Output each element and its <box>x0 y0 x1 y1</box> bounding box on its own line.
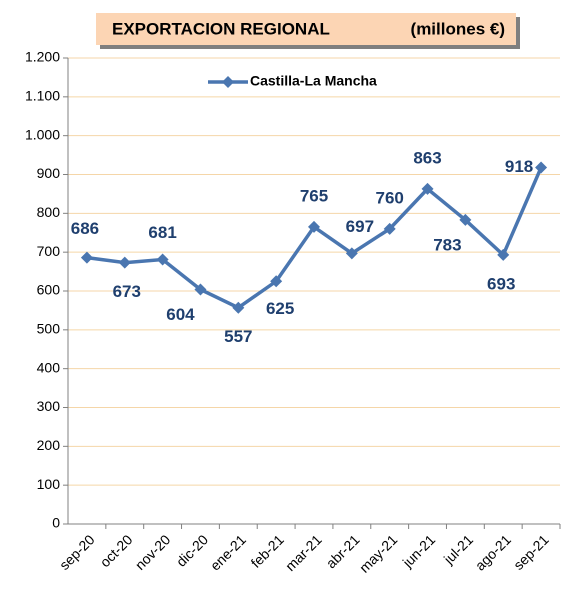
point <box>194 283 207 296</box>
y-tick-label: 500 <box>37 321 61 337</box>
data-label: 918 <box>505 157 533 176</box>
data-label: 625 <box>266 299 294 318</box>
point <box>383 222 396 235</box>
x-tick-label: mar-21 <box>282 531 325 574</box>
legend-label: Castilla-La Mancha <box>250 73 377 89</box>
point <box>345 247 358 260</box>
data-label: 693 <box>487 274 515 293</box>
y-tick-label: 0 <box>52 515 60 531</box>
x-tick-label: oct-20 <box>97 531 136 570</box>
data-label: 697 <box>346 217 374 236</box>
y-tick-label: 900 <box>37 165 61 181</box>
y-tick-label: 300 <box>37 398 61 414</box>
point <box>156 253 169 266</box>
y-tick-label: 400 <box>37 359 61 375</box>
point <box>421 182 434 195</box>
y-tick-label: 800 <box>37 204 61 220</box>
y-tick-label: 100 <box>37 476 61 492</box>
x-tick-label: may-21 <box>356 531 400 575</box>
x-tick-label: dic-20 <box>173 531 211 569</box>
data-label: 783 <box>433 235 461 254</box>
x-tick-label: jun-21 <box>399 531 439 571</box>
data-label: 604 <box>166 305 195 324</box>
data-label: 557 <box>224 327 252 346</box>
x-tick-label: ago-21 <box>472 531 514 573</box>
data-label: 681 <box>148 223 176 242</box>
data-label: 760 <box>376 188 404 207</box>
point <box>80 251 93 264</box>
data-label: 686 <box>71 219 99 238</box>
chart-title: EXPORTACION REGIONAL <box>112 19 330 38</box>
point <box>118 256 131 269</box>
x-tick-label: sep-21 <box>510 531 552 573</box>
title-box <box>96 13 516 45</box>
point <box>270 275 283 288</box>
data-label: 765 <box>300 186 328 205</box>
point <box>497 248 510 261</box>
x-tick-label: sep-20 <box>56 531 98 573</box>
point <box>308 220 320 233</box>
legend-marker <box>222 76 234 88</box>
point <box>459 213 472 226</box>
point <box>232 301 245 314</box>
data-label: 673 <box>113 282 141 301</box>
point <box>535 161 548 174</box>
chart-subtitle: (millones €) <box>411 19 505 38</box>
data-label: 863 <box>413 148 441 167</box>
y-tick-label: 1.200 <box>25 49 60 65</box>
y-tick-label: 200 <box>37 437 61 453</box>
y-tick-label: 600 <box>37 282 61 298</box>
x-tick-label: ene-21 <box>207 531 249 573</box>
y-tick-label: 700 <box>37 243 61 259</box>
x-tick-label: feb-21 <box>248 531 288 571</box>
x-tick-label: nov-20 <box>132 531 174 573</box>
y-tick-label: 1.000 <box>25 126 60 142</box>
y-tick-label: 1.100 <box>25 88 60 104</box>
